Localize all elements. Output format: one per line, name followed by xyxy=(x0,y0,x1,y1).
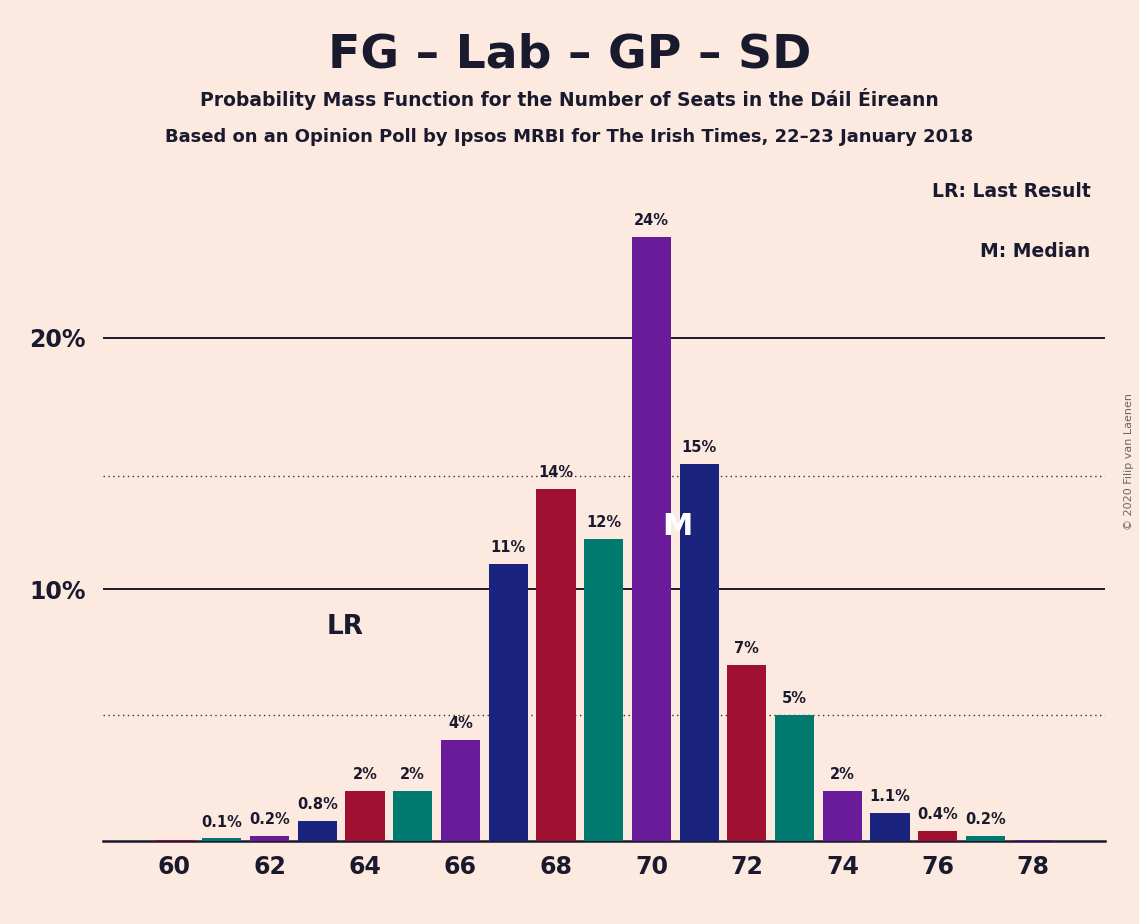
Text: 24%: 24% xyxy=(634,213,669,228)
Bar xyxy=(297,821,337,841)
Bar xyxy=(441,740,480,841)
Text: 0.1%: 0.1% xyxy=(202,815,243,830)
Bar xyxy=(536,489,575,841)
Text: © 2020 Filip van Laenen: © 2020 Filip van Laenen xyxy=(1124,394,1133,530)
Text: 2%: 2% xyxy=(830,767,854,782)
Text: LR: Last Result: LR: Last Result xyxy=(932,182,1090,201)
Text: 14%: 14% xyxy=(539,465,574,480)
Text: 2%: 2% xyxy=(353,767,377,782)
Bar xyxy=(203,838,241,841)
Text: 0.2%: 0.2% xyxy=(249,812,290,827)
Text: 0.2%: 0.2% xyxy=(965,812,1006,827)
Text: Probability Mass Function for the Number of Seats in the Dáil Éireann: Probability Mass Function for the Number… xyxy=(200,88,939,110)
Text: 2%: 2% xyxy=(400,767,425,782)
Bar xyxy=(680,464,719,841)
Text: 0.8%: 0.8% xyxy=(297,796,338,812)
Bar xyxy=(345,791,385,841)
Bar xyxy=(393,791,433,841)
Bar xyxy=(155,840,194,841)
Bar xyxy=(822,791,862,841)
Text: 5%: 5% xyxy=(782,691,808,706)
Text: LR: LR xyxy=(327,614,363,640)
Bar xyxy=(870,813,910,841)
Text: M: M xyxy=(663,512,693,541)
Bar xyxy=(632,237,671,841)
Bar xyxy=(584,539,623,841)
Text: Based on an Opinion Poll by Ipsos MRBI for The Irish Times, 22–23 January 2018: Based on an Opinion Poll by Ipsos MRBI f… xyxy=(165,128,974,145)
Text: 12%: 12% xyxy=(587,516,621,530)
Bar xyxy=(489,565,527,841)
Text: M: Median: M: Median xyxy=(981,242,1090,261)
Bar xyxy=(728,664,767,841)
Text: 7%: 7% xyxy=(735,641,760,656)
Text: 11%: 11% xyxy=(491,541,526,555)
Bar xyxy=(249,836,289,841)
Bar xyxy=(918,831,958,841)
Bar xyxy=(1014,840,1052,841)
Text: 0.4%: 0.4% xyxy=(917,807,958,822)
Text: 1.1%: 1.1% xyxy=(869,789,910,805)
Text: 4%: 4% xyxy=(448,716,473,732)
Bar xyxy=(966,836,1005,841)
Bar xyxy=(775,715,814,841)
Text: FG – Lab – GP – SD: FG – Lab – GP – SD xyxy=(328,32,811,78)
Text: 15%: 15% xyxy=(681,440,716,455)
